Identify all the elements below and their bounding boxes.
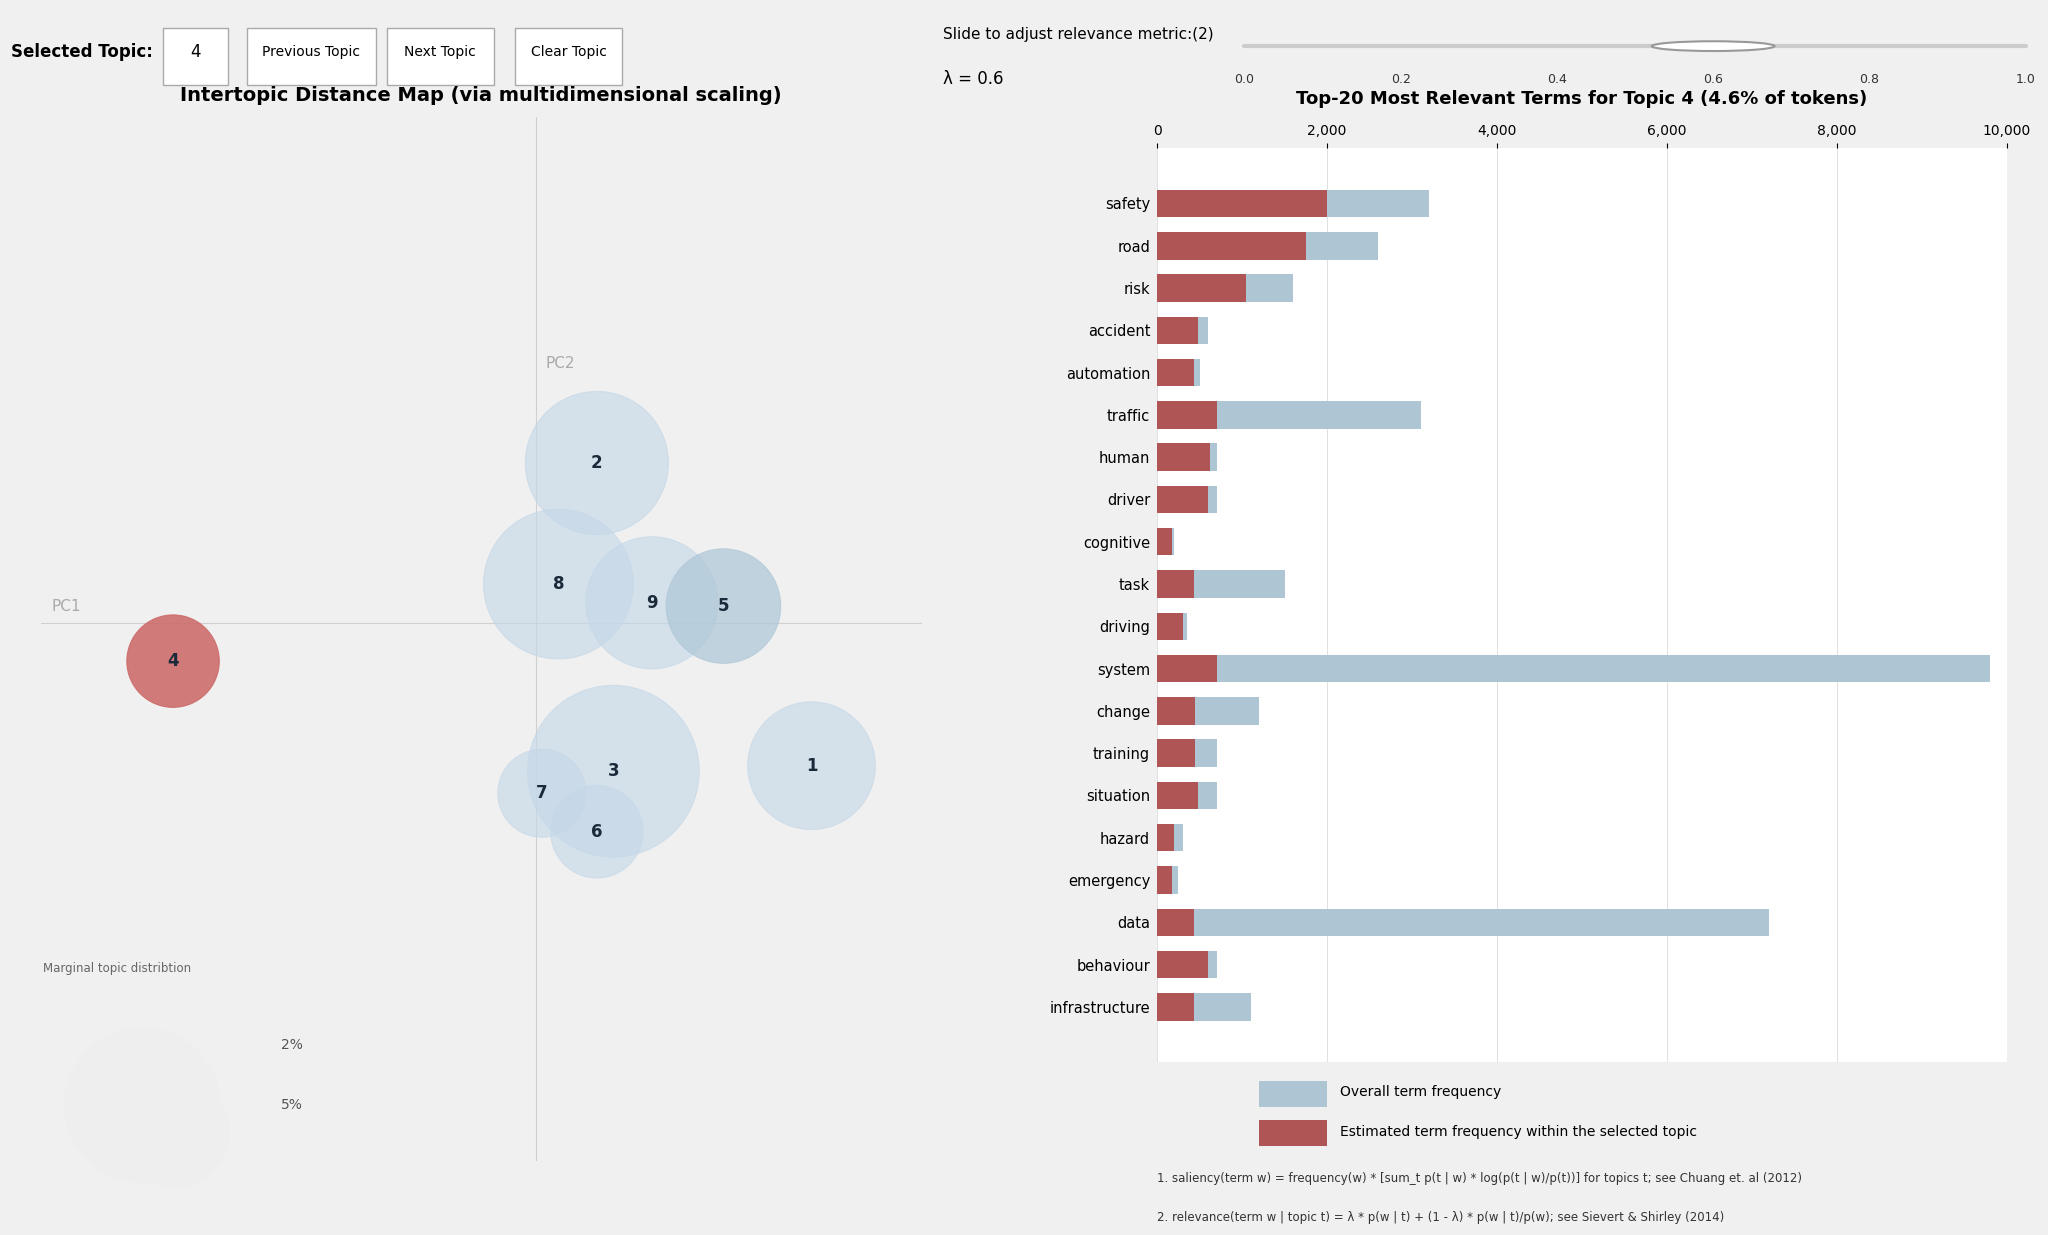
Text: PC1: PC1 bbox=[51, 599, 82, 614]
Bar bbox=[1157, 951, 1208, 978]
Bar bbox=[1157, 190, 1430, 217]
Circle shape bbox=[666, 548, 780, 663]
Circle shape bbox=[528, 685, 698, 857]
Bar bbox=[1157, 485, 1217, 514]
Text: PC2: PC2 bbox=[545, 356, 575, 372]
Text: 1: 1 bbox=[805, 757, 817, 774]
Text: 1. saliency(term w) = frequency(w) * [sum_t p(t | w) * log(p(t | w)/p(t))] for t: 1. saliency(term w) = frequency(w) * [su… bbox=[1157, 1172, 1802, 1186]
Bar bbox=[1157, 613, 1188, 640]
Bar bbox=[1157, 824, 1174, 851]
Bar bbox=[1157, 359, 1200, 387]
Text: 2. relevance(term w | topic t) = λ * p(w | t) + (1 - λ) * p(w | t)/p(w); see Sie: 2. relevance(term w | topic t) = λ * p(w… bbox=[1157, 1210, 1724, 1224]
Circle shape bbox=[551, 785, 643, 878]
Circle shape bbox=[127, 615, 219, 708]
Bar bbox=[1157, 866, 1178, 894]
Bar bbox=[1157, 909, 1769, 936]
Text: λ = 0.6: λ = 0.6 bbox=[942, 70, 1004, 88]
Bar bbox=[1157, 571, 1194, 598]
Text: 2%: 2% bbox=[281, 1039, 303, 1052]
Bar bbox=[1157, 443, 1210, 471]
Text: Estimated term frequency within the selected topic: Estimated term frequency within the sele… bbox=[1339, 1125, 1698, 1139]
FancyBboxPatch shape bbox=[248, 28, 375, 85]
Bar bbox=[1157, 274, 1247, 301]
Circle shape bbox=[586, 537, 719, 669]
Text: Overall term frequency: Overall term frequency bbox=[1339, 1086, 1501, 1099]
Bar bbox=[1157, 655, 1991, 682]
Text: 5: 5 bbox=[717, 597, 729, 615]
Circle shape bbox=[63, 1026, 221, 1183]
Bar bbox=[1157, 740, 1196, 767]
Bar bbox=[1157, 909, 1194, 936]
Bar bbox=[1157, 232, 1307, 259]
Text: 0.8: 0.8 bbox=[1860, 73, 1880, 85]
Text: 2: 2 bbox=[592, 454, 602, 472]
Bar bbox=[1157, 359, 1194, 387]
Text: 0.6: 0.6 bbox=[1704, 73, 1722, 85]
Bar bbox=[1157, 232, 1378, 259]
Bar bbox=[1157, 190, 1327, 217]
Text: Clear Topic: Clear Topic bbox=[530, 46, 606, 59]
Bar bbox=[1157, 316, 1208, 345]
Bar bbox=[1157, 485, 1208, 514]
Bar bbox=[1157, 274, 1292, 301]
Bar bbox=[1157, 697, 1196, 725]
Bar bbox=[1157, 993, 1251, 1020]
Text: Selected Topic:: Selected Topic: bbox=[10, 43, 154, 62]
Bar bbox=[1157, 316, 1198, 345]
FancyBboxPatch shape bbox=[164, 28, 227, 85]
Bar bbox=[1157, 993, 1194, 1020]
Text: 0.2: 0.2 bbox=[1391, 73, 1411, 85]
Circle shape bbox=[748, 701, 874, 830]
Text: 5%: 5% bbox=[281, 1098, 303, 1113]
Text: 3: 3 bbox=[608, 762, 618, 781]
Bar bbox=[1157, 529, 1174, 556]
Bar bbox=[1157, 824, 1182, 851]
Circle shape bbox=[483, 509, 633, 659]
Bar bbox=[1157, 740, 1217, 767]
Bar bbox=[1157, 529, 1171, 556]
Bar bbox=[1157, 401, 1217, 429]
Text: 8: 8 bbox=[553, 576, 563, 593]
FancyBboxPatch shape bbox=[1260, 1082, 1327, 1107]
Circle shape bbox=[119, 1078, 229, 1188]
Title: Top-20 Most Relevant Terms for Topic 4 (4.6% of tokens): Top-20 Most Relevant Terms for Topic 4 (… bbox=[1296, 90, 1868, 107]
Bar bbox=[1157, 782, 1217, 809]
Circle shape bbox=[524, 391, 668, 535]
Text: 6: 6 bbox=[592, 823, 602, 841]
Circle shape bbox=[498, 750, 586, 837]
Circle shape bbox=[1653, 41, 1774, 51]
Title: Intertopic Distance Map (via multidimensional scaling): Intertopic Distance Map (via multidimens… bbox=[180, 85, 782, 105]
Bar bbox=[1157, 401, 1421, 429]
Text: 0.4: 0.4 bbox=[1546, 73, 1567, 85]
Bar bbox=[1157, 613, 1182, 640]
Text: 9: 9 bbox=[645, 594, 657, 611]
FancyBboxPatch shape bbox=[387, 28, 494, 85]
Text: 7: 7 bbox=[537, 784, 547, 803]
Text: 1.0: 1.0 bbox=[2015, 73, 2036, 85]
Text: Next Topic: Next Topic bbox=[403, 46, 477, 59]
Bar bbox=[1157, 655, 1217, 682]
FancyBboxPatch shape bbox=[1260, 1120, 1327, 1146]
Text: Slide to adjust relevance metric:(2): Slide to adjust relevance metric:(2) bbox=[942, 27, 1214, 42]
Text: 4: 4 bbox=[168, 652, 178, 671]
Text: Marginal topic distribtion: Marginal topic distribtion bbox=[43, 962, 190, 976]
Text: Previous Topic: Previous Topic bbox=[262, 46, 360, 59]
FancyBboxPatch shape bbox=[516, 28, 623, 85]
Bar bbox=[1157, 782, 1198, 809]
Bar bbox=[1157, 571, 1284, 598]
Bar bbox=[1157, 951, 1217, 978]
Bar bbox=[1157, 697, 1260, 725]
Bar bbox=[1157, 443, 1217, 471]
Bar bbox=[1157, 866, 1171, 894]
Text: 4: 4 bbox=[190, 43, 201, 62]
Text: 0.0: 0.0 bbox=[1235, 73, 1253, 85]
